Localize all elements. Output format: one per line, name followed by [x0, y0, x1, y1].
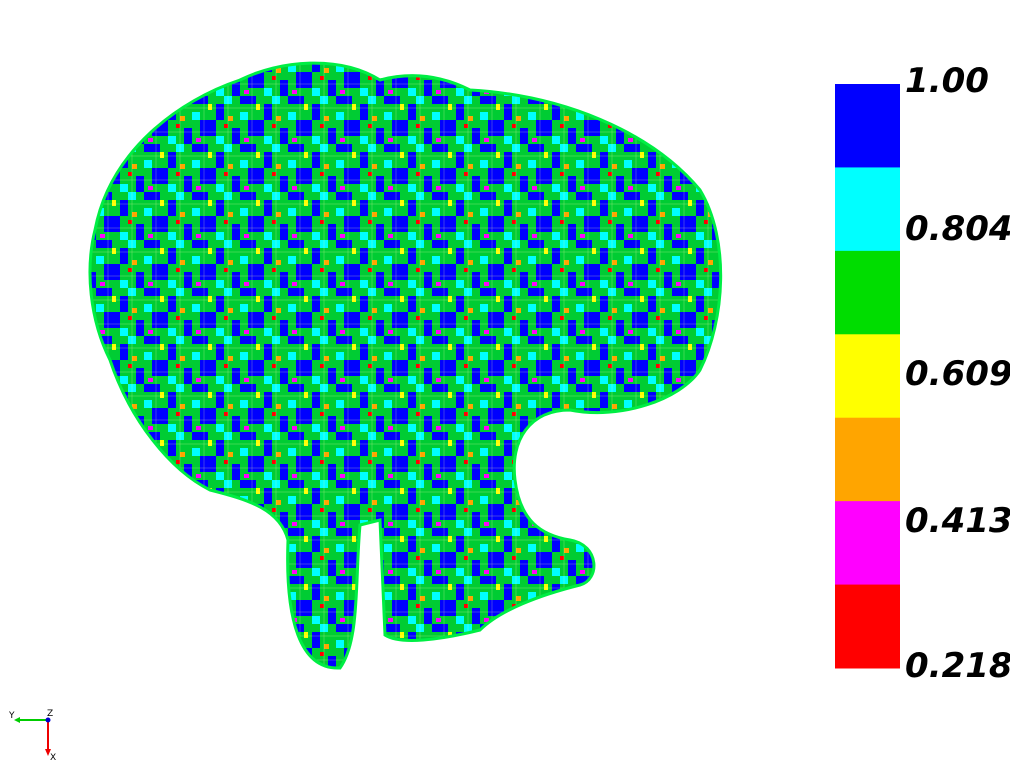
y-axis-label: Y: [8, 711, 15, 721]
color-band: [835, 167, 900, 252]
x-axis-label: X: [50, 753, 56, 763]
legend-label: 0.609: [905, 354, 1010, 394]
color-band: [835, 250, 900, 335]
legend-label: 0.804: [905, 209, 1010, 249]
color-band: [835, 417, 900, 502]
z-axis-label: Z: [47, 709, 53, 719]
x-arrowhead: [45, 749, 51, 756]
color-band: [835, 334, 900, 419]
y-arrowhead: [14, 717, 20, 723]
legend-label: 1.00: [905, 61, 989, 101]
axis-triad: Y Z X: [8, 709, 56, 763]
z-axis-dot: [45, 717, 51, 723]
color-band: [835, 584, 900, 669]
color-band: [835, 501, 900, 586]
brain-mesh: [88, 61, 723, 670]
legend-label: 0.218: [905, 646, 1010, 686]
legend-label: 0.413: [905, 501, 1010, 541]
color-bar: [835, 84, 900, 669]
color-band: [835, 84, 900, 168]
